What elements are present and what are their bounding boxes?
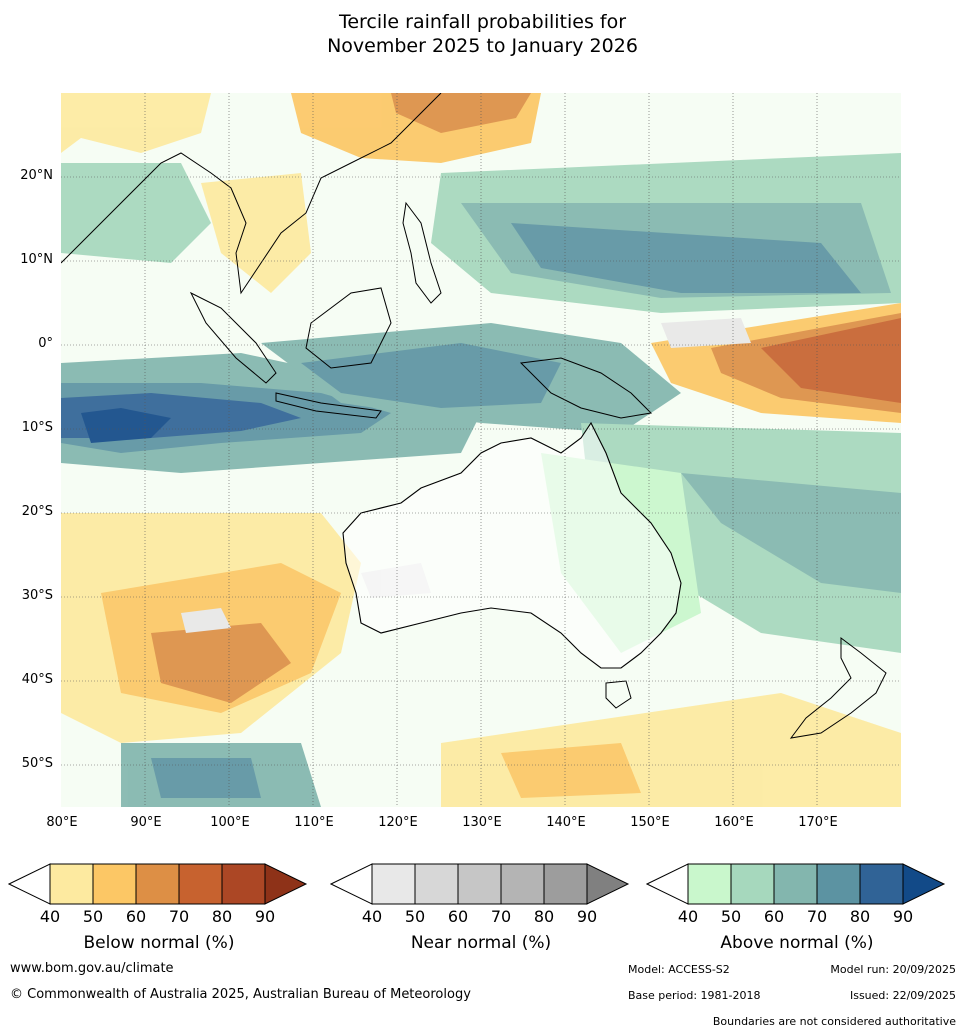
legend-below-tick: 80: [212, 907, 232, 926]
region-above-southern-ocean-core: [151, 758, 261, 798]
legend-above-tick: 40: [678, 907, 698, 926]
title-line-1: Tercile rainfall probabilities for: [338, 11, 627, 33]
region-above-pacific-strong: [511, 223, 861, 293]
borneo-coastline: [305, 287, 392, 369]
lon-label-100e: 100°E: [210, 815, 250, 830]
lat-label-50s: 50°S: [21, 756, 53, 771]
legend-above-tick: 80: [850, 907, 870, 926]
sumatra-coastline: [189, 291, 277, 384]
legend-below-tick: 50: [83, 907, 103, 926]
legend-near-swatch: [414, 863, 459, 905]
legend-above-swatch: [773, 863, 818, 905]
legend-above-swatch: [816, 863, 861, 905]
legend-above-tick: 70: [807, 907, 827, 926]
legend-near-lower-arrow: [330, 863, 373, 905]
legend-near-tick: 80: [534, 907, 554, 926]
legend-below-swatch: [92, 863, 137, 905]
legend-below-swatch: [178, 863, 223, 905]
region-near-normal-1: [181, 608, 231, 633]
legend-near-swatch: [543, 863, 588, 905]
lat-label-20s: 20°S: [21, 504, 53, 519]
legend-near-tick: 50: [405, 907, 425, 926]
legend-near-normal: 40 50 60 70 80 90: [330, 863, 630, 926]
region-below-north-west: [61, 93, 211, 153]
legend-below-normal-label: Below normal (%): [83, 933, 235, 953]
lat-label-0: 0°: [38, 336, 53, 351]
legend-near-tick: 40: [362, 907, 382, 926]
lon-label-150e: 150°E: [630, 815, 670, 830]
region-above-india: [61, 163, 211, 263]
legend-above-tick: 90: [893, 907, 913, 926]
legend-below-normal: 40 50 60 70 80 90: [8, 863, 308, 926]
region-below-equatorial-pacific-max: [761, 318, 901, 403]
legend-below-lower-arrow: [8, 863, 51, 905]
legend-below-upper-arrow: [264, 863, 308, 905]
asia-coastline: [61, 93, 442, 295]
legend-near-normal-label: Near normal (%): [410, 933, 552, 953]
new-zealand-coastline: [789, 637, 887, 739]
map-shading: [61, 93, 901, 807]
footer-url: www.bom.gov.au/climate: [10, 961, 174, 976]
java-coastline: [275, 392, 382, 419]
lon-label-160e: 160°E: [714, 815, 754, 830]
legend-above-upper-arrow: [902, 863, 946, 905]
lon-label-130e: 130°E: [462, 815, 502, 830]
region-below-taiwan: [391, 93, 531, 133]
lat-label-30s: 30°S: [21, 588, 53, 603]
legend-near-tick: 90: [577, 907, 597, 926]
legend-below-tick: 70: [169, 907, 189, 926]
footer-base-period: Base period: 1981-2018: [628, 989, 761, 1002]
region-above-indian-ocean-max: [81, 408, 171, 443]
lat-label-40s: 40°S: [21, 672, 53, 687]
legend-near-swatch: [500, 863, 545, 905]
legend-above-lower-arrow: [646, 863, 689, 905]
legend-near-swatch: [457, 863, 502, 905]
legend-below-swatch: [135, 863, 180, 905]
region-near-normal-3: [661, 318, 751, 348]
lon-label-170e: 170°E: [798, 815, 838, 830]
legend-near-tick: 60: [448, 907, 468, 926]
region-above-south-pacific-core: [681, 473, 901, 593]
legend-near-swatch: [371, 863, 416, 905]
legend-above-swatch: [687, 863, 732, 905]
legend-below-swatch: [49, 863, 94, 905]
lon-label-140e: 140°E: [546, 815, 586, 830]
graticule: [61, 93, 901, 807]
legend-above-swatch: [859, 863, 904, 905]
legend-above-normal: 40 50 60 70 80 90: [646, 863, 946, 926]
lon-label-120e: 120°E: [378, 815, 418, 830]
lon-label-110e: 110°E: [294, 815, 334, 830]
legend-above-tick: 60: [764, 907, 784, 926]
legend-below-swatch: [221, 863, 266, 905]
philippines-coastline: [402, 201, 442, 304]
footer-disclaimer: Boundaries are not considered authoritat…: [712, 1015, 956, 1028]
region-below-indochina: [201, 173, 311, 293]
legend-below-tick: 40: [40, 907, 60, 926]
region-below-southern-indian-ocean-max: [151, 623, 291, 703]
australia-coastline: [342, 421, 682, 669]
title-line-2: November 2025 to January 2026: [327, 35, 638, 57]
lon-label-80e: 80°E: [46, 815, 78, 830]
footer-model: Model: ACCESS-S2: [628, 963, 730, 976]
legend-above-swatch: [730, 863, 775, 905]
legend-above-tick: 50: [721, 907, 741, 926]
legend-above-normal-label: Above normal (%): [720, 933, 874, 953]
map-title: Tercile rainfall probabilities for Novem…: [0, 10, 965, 58]
footer-model-run: Model run: 20/09/2025: [830, 963, 956, 976]
legend-below-tick: 90: [255, 907, 275, 926]
legend-near-tick: 70: [491, 907, 511, 926]
lat-label-10s: 10°S: [21, 420, 53, 435]
legend-near-upper-arrow: [586, 863, 630, 905]
new-guinea-coastline: [519, 357, 653, 419]
region-below-tasman-core: [501, 743, 641, 798]
footer-copyright: © Commonwealth of Australia 2025, Austra…: [10, 987, 471, 1002]
lat-label-20n: 20°N: [20, 168, 53, 183]
legend-below-tick: 60: [126, 907, 146, 926]
footer-issued: Issued: 22/09/2025: [849, 989, 956, 1002]
lon-label-90e: 90°E: [130, 815, 162, 830]
lat-label-10n: 10°N: [20, 252, 53, 267]
rainfall-map: [61, 93, 901, 807]
region-above-maritime-core: [301, 343, 561, 408]
tasmania-coastline: [605, 680, 632, 709]
